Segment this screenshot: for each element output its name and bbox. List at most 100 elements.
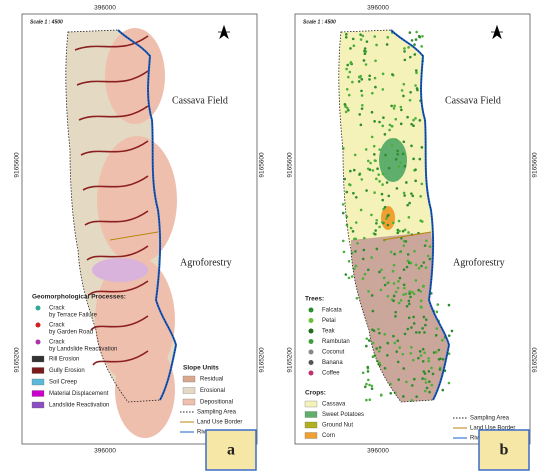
legend-title: Geomorphological Processes: — [32, 294, 126, 301]
tree-symbol — [345, 190, 349, 194]
tree-symbol — [398, 276, 402, 280]
tree-symbol — [424, 318, 428, 321]
tree-symbol — [405, 380, 408, 384]
tree-symbol — [410, 346, 413, 349]
coord-label: 9165200 — [14, 347, 21, 373]
tree-symbol — [414, 69, 418, 72]
tree-symbol — [382, 276, 386, 280]
tree-symbol — [368, 398, 372, 402]
tree-symbol — [373, 153, 376, 156]
tree-symbol — [394, 290, 398, 294]
tree-symbol — [414, 331, 418, 334]
tree-symbol — [411, 384, 414, 387]
legend-label: Rambutan — [322, 339, 350, 345]
legend-label: Crack — [49, 306, 66, 312]
tree-symbol — [365, 398, 368, 402]
tree-symbol — [395, 350, 398, 353]
tree-symbol — [397, 279, 400, 283]
tree-symbol — [363, 272, 367, 276]
tree-symbol — [366, 268, 370, 272]
tree-symbol — [413, 43, 416, 46]
tree-symbol — [366, 167, 370, 171]
tree-symbol — [431, 372, 435, 376]
rill-erosion — [74, 35, 149, 51]
tree-symbol — [341, 211, 345, 215]
legend-label: Depositional — [200, 400, 233, 406]
tree-symbol — [401, 229, 405, 233]
landslide-area — [92, 258, 148, 282]
tree-symbol — [396, 286, 400, 290]
tree-symbol — [361, 277, 365, 280]
tree-symbol — [363, 385, 367, 389]
tree-symbol — [415, 30, 418, 34]
legend-symbol — [308, 360, 314, 365]
legend-label: by Terrace Failure — [49, 313, 98, 319]
tree-symbol — [405, 265, 409, 269]
tree-symbol — [438, 368, 442, 371]
legend-swatch — [304, 421, 318, 429]
tree-symbol — [378, 331, 381, 335]
tree-symbol — [403, 228, 407, 232]
tree-symbol — [397, 219, 401, 223]
tree-symbol — [377, 327, 380, 331]
tree-symbol — [344, 35, 348, 39]
tree-symbol — [435, 310, 439, 314]
tree-symbol — [417, 288, 420, 292]
tree-symbol — [392, 299, 395, 303]
tree-symbol — [359, 33, 362, 36]
tree-symbol — [354, 250, 357, 253]
tree-symbol — [363, 236, 366, 240]
tree-symbol — [381, 198, 385, 202]
tree-symbol — [419, 354, 423, 357]
rill-erosion — [88, 280, 149, 296]
tree-symbol — [358, 173, 361, 176]
tree-symbol — [360, 178, 364, 181]
tree-symbol — [366, 159, 370, 163]
tree-symbol — [406, 203, 409, 207]
tree-symbol — [354, 237, 357, 241]
tree-symbol — [424, 381, 428, 384]
legend-symbol — [308, 307, 314, 313]
tree-symbol — [360, 89, 363, 93]
tree-symbol — [393, 252, 396, 256]
tree-symbol — [385, 43, 389, 46]
tree-symbol — [373, 76, 377, 80]
tree-symbol — [396, 360, 400, 364]
tree-symbol — [371, 341, 375, 345]
tree-symbol — [391, 269, 395, 273]
tree-symbol — [420, 146, 424, 149]
tree-symbol — [423, 331, 426, 334]
tree-symbol — [375, 247, 379, 251]
tree-symbol — [396, 231, 400, 235]
legend-symbol — [35, 305, 41, 311]
tree-symbol — [392, 107, 396, 110]
tree-symbol — [410, 326, 413, 329]
tree-symbol — [396, 149, 399, 153]
tree-symbol — [399, 161, 402, 164]
legend-label: Erosional — [200, 388, 225, 394]
legend-symbol — [308, 328, 314, 334]
tree-symbol — [373, 191, 376, 194]
tree-symbol — [360, 94, 364, 97]
tree-symbol — [359, 123, 363, 127]
tree-symbol — [411, 194, 415, 198]
tree-symbol — [402, 367, 406, 370]
tree-symbol — [418, 331, 421, 334]
tree-symbol — [400, 236, 403, 240]
tree-symbol — [370, 387, 374, 390]
tree-symbol — [349, 61, 353, 65]
tree-symbol — [385, 217, 388, 220]
tree-symbol — [417, 266, 421, 270]
tree-symbol — [403, 194, 406, 197]
coord-label: 9165200 — [287, 347, 294, 373]
tree-symbol — [374, 229, 377, 232]
tree-symbol — [367, 339, 371, 342]
tree-symbol — [401, 152, 405, 156]
slope-depositional — [105, 28, 165, 124]
coord-label: 9165600 — [532, 152, 539, 178]
tree-symbol — [375, 43, 378, 47]
legend-label: by Garden Road — [49, 330, 93, 336]
tree-symbol — [371, 328, 374, 332]
tree-symbol — [394, 158, 398, 161]
tree-symbol — [349, 47, 352, 50]
